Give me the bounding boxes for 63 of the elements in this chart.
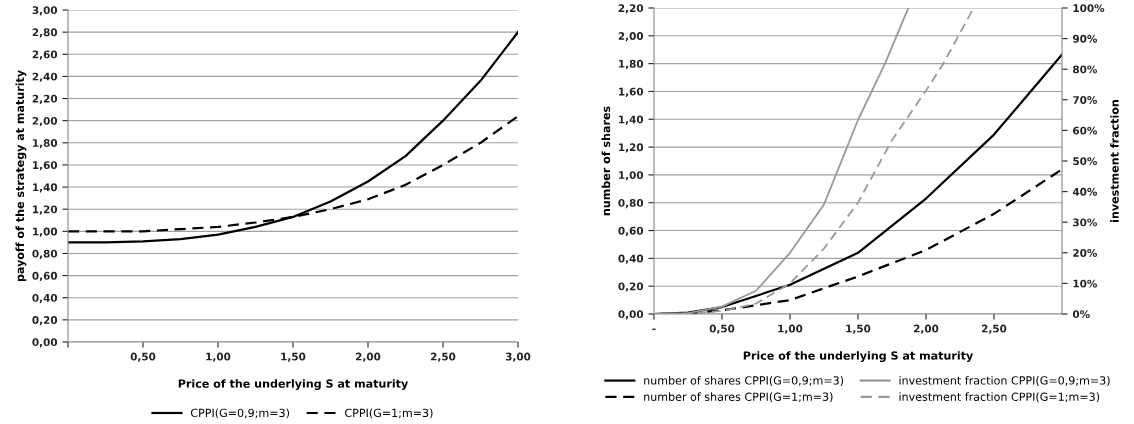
y-tick-label: 1,40 xyxy=(33,183,58,193)
y2-tick-label: 20% xyxy=(1073,249,1098,257)
y-tick-label: 0,20 xyxy=(32,316,58,326)
y-tick-label: 0,80 xyxy=(618,198,644,209)
x-tick-label: - xyxy=(652,328,656,331)
y2-tick-label: 10% xyxy=(1073,279,1098,288)
x-tick-label: 2,00 xyxy=(913,324,939,334)
y-tick-label: 2,40 xyxy=(32,72,58,82)
y-tick-label: 1,60 xyxy=(33,161,58,171)
y2-tick-label: 40% xyxy=(1072,187,1098,196)
line-series xyxy=(68,31,518,244)
x-axis-title: Price of the underlying S at maturity xyxy=(178,379,409,390)
y-tick-label: 0,60 xyxy=(32,271,58,282)
x-tick-label: 1,50 xyxy=(281,352,306,362)
legend-label: number of shares CPPI(G=1;m=3) xyxy=(644,392,833,403)
y2-tick-label: 90% xyxy=(1072,34,1098,43)
y2-tick-label: 70% xyxy=(1073,96,1098,104)
x-tick-label: 3,00 xyxy=(505,352,531,362)
y2-tick-label: 30% xyxy=(1073,218,1098,227)
y-tick-label: 2,20 xyxy=(618,4,644,14)
y-tick-label: 1,80 xyxy=(619,59,644,70)
y-tick-label: 0,40 xyxy=(32,293,58,304)
y-tick-label: 2,00 xyxy=(32,116,58,127)
legend-label: investment fraction CPPI(G=0,9;m=3) xyxy=(899,376,1110,386)
x-tick-label: 2,50 xyxy=(430,352,456,362)
y2-tick-label: 60% xyxy=(1073,126,1098,135)
y-tick-label: 3,00 xyxy=(32,6,58,16)
y-tick-label: 2,60 xyxy=(32,50,58,60)
y-tick-label: 1,00 xyxy=(33,227,58,237)
y-axis-title: number of shares xyxy=(601,106,611,216)
legend-label: number of shares CPPI(G=0,9;m=3) xyxy=(644,376,844,386)
y-tick-label: 1,20 xyxy=(619,143,644,153)
y2-tick-label: 100% xyxy=(1073,4,1105,13)
legend-label: CPPI(G=1;m=3) xyxy=(345,408,433,419)
y-tick-label: 2,80 xyxy=(32,28,58,38)
y-tick-label: 0,20 xyxy=(618,282,644,292)
x-tick-label: 1,00 xyxy=(206,352,231,362)
y-tick-label: 0,00 xyxy=(32,338,58,348)
x-tick-label: 2,00 xyxy=(355,352,381,362)
x-tick-label: 0,50 xyxy=(709,324,735,334)
y-tick-label: 2,20 xyxy=(32,94,58,104)
legend-label: investment fraction CPPI(G=1;m=3) xyxy=(899,392,1100,403)
y-tick-label: 0,40 xyxy=(618,254,644,264)
y2-tick-label: 50% xyxy=(1073,157,1098,166)
y-tick-label: 1,80 xyxy=(33,139,58,149)
x-tick-label: 1,00 xyxy=(778,324,803,334)
y-tick-label: 1,00 xyxy=(619,171,644,181)
y2-tick-label: 80% xyxy=(1073,65,1098,74)
y-tick-label: 1,20 xyxy=(33,205,58,215)
legend-label: CPPI(G=0,9;m=3) xyxy=(190,408,290,419)
y-axis-title: payoff of the strategy at maturity xyxy=(15,70,27,282)
y-tick-label: 2,00 xyxy=(618,32,644,42)
y-tick-label: 0,00 xyxy=(618,310,644,320)
x-axis-title: Price of the underlying S at maturity xyxy=(743,351,974,363)
y-tick-label: 0,80 xyxy=(32,249,58,259)
y-tick-label: 1,60 xyxy=(619,87,644,97)
x-tick-label: 0,50 xyxy=(130,352,156,362)
x-tick-label: 2,50 xyxy=(981,324,1007,334)
x-tick-label: 1,50 xyxy=(846,324,871,334)
y2-tick-label: 0% xyxy=(1072,310,1090,319)
y-tick-label: 1,40 xyxy=(619,115,644,125)
y2-axis-title: investment fraction xyxy=(1110,100,1119,222)
y-tick-label: 0,60 xyxy=(618,226,644,236)
